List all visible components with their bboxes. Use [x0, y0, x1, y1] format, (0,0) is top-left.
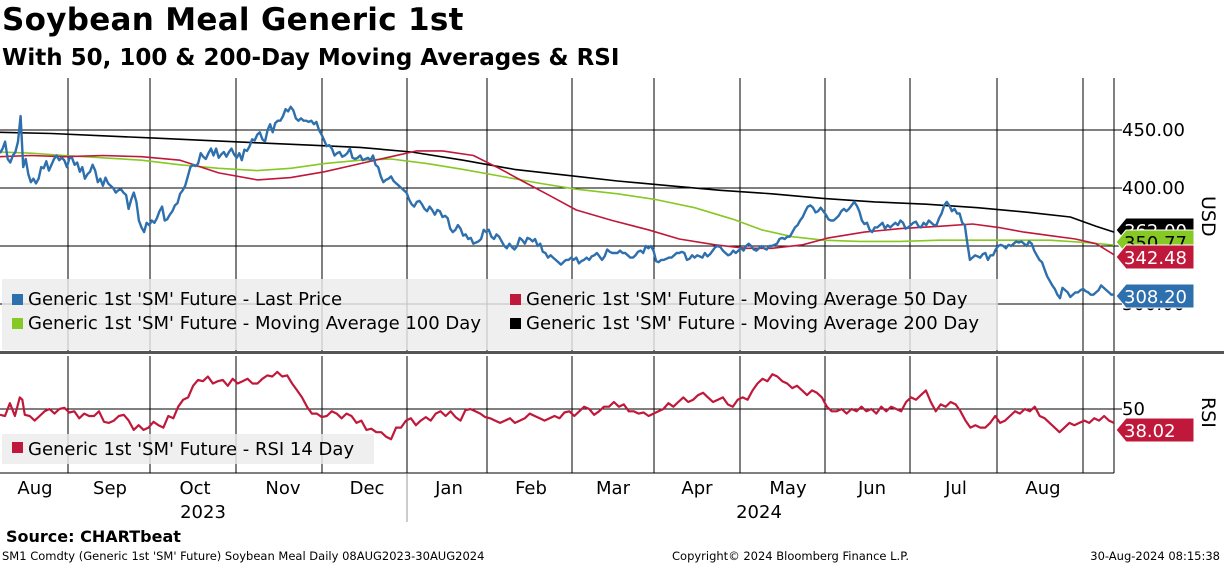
- last-price-flag: [1115, 283, 1195, 309]
- price-axis-label: USD: [1197, 196, 1219, 237]
- x-tick-label: Apr: [681, 478, 713, 499]
- price-series-group: [0, 105, 1114, 300]
- legend-label-ma100: Generic 1st 'SM' Future - Moving Average…: [28, 313, 481, 334]
- series-line-ma200: [0, 131, 1114, 233]
- series-line-ma100: [0, 151, 1114, 246]
- rsi-tick-label: 50: [1122, 399, 1145, 420]
- x-tick-label: Oct: [179, 478, 210, 499]
- footer-security-info: SM1 Comdty (Generic 1st 'SM' Future) Soy…: [2, 549, 485, 563]
- x-tick-label: Aug: [1025, 478, 1060, 499]
- legend-swatch-ma100: [12, 318, 23, 329]
- legend-swatch-ma200: [510, 318, 521, 329]
- ma50-flag-label: 342.48: [1124, 248, 1187, 269]
- chart-subtitle: With 50, 100 & 200-Day Moving Averages &…: [2, 45, 620, 71]
- chart-title: Soybean Meal Generic 1st: [2, 2, 464, 38]
- x-tick-label: Dec: [350, 478, 385, 499]
- x-tick-label: Jan: [434, 478, 463, 499]
- legend-swatch-ma50: [510, 294, 521, 305]
- rsi-flag: [1115, 417, 1195, 443]
- series-line-rsi: [0, 370, 1114, 441]
- footer-timestamp: 30-Aug-2024 08:15:38: [1090, 549, 1220, 563]
- series-line-last-price: [0, 105, 1114, 300]
- x-tick-label: Jun: [857, 478, 886, 499]
- rsi-axis-label: RSI: [1197, 397, 1219, 428]
- ma50-flag: [1115, 244, 1195, 270]
- rsi-flag-label: 38.02: [1124, 421, 1176, 442]
- x-tick-label: Jul: [944, 478, 967, 499]
- x-tick-label: Nov: [265, 478, 300, 499]
- legend-label-ma50: Generic 1st 'SM' Future - Moving Average…: [526, 289, 968, 310]
- year-label: 2023: [180, 502, 226, 523]
- price-tick-label: 450.00: [1122, 120, 1185, 141]
- x-tick-label: Aug: [17, 478, 52, 499]
- rsi-legend-box: [2, 434, 374, 464]
- source-label: Source: CHARTbeat: [6, 527, 181, 546]
- rsi-series-group: [0, 370, 1114, 441]
- price-tick-label: 400.00: [1122, 178, 1185, 199]
- legend-label-ma200: Generic 1st 'SM' Future - Moving Average…: [526, 313, 979, 334]
- x-tick-label: Mar: [596, 478, 631, 499]
- x-tick-label: Feb: [515, 478, 547, 499]
- series-line-ma50: [0, 150, 1114, 256]
- price-legend-box: [2, 279, 998, 350]
- legend-label-rsi: Generic 1st 'SM' Future - RSI 14 Day: [28, 439, 354, 460]
- last-price-flag-label: 308.20: [1124, 287, 1187, 308]
- x-tick-label: Sep: [93, 478, 127, 499]
- legend-swatch-last-price: [12, 294, 23, 305]
- footer-copyright: Copyright© 2024 Bloomberg Finance L.P.: [672, 549, 909, 563]
- legend-label-last-price: Generic 1st 'SM' Future - Last Price: [28, 289, 342, 310]
- panel-divider: [0, 351, 1224, 354]
- legend-swatch-rsi: [12, 442, 23, 453]
- x-tick-label: May: [769, 478, 807, 499]
- year-label: 2024: [736, 502, 782, 523]
